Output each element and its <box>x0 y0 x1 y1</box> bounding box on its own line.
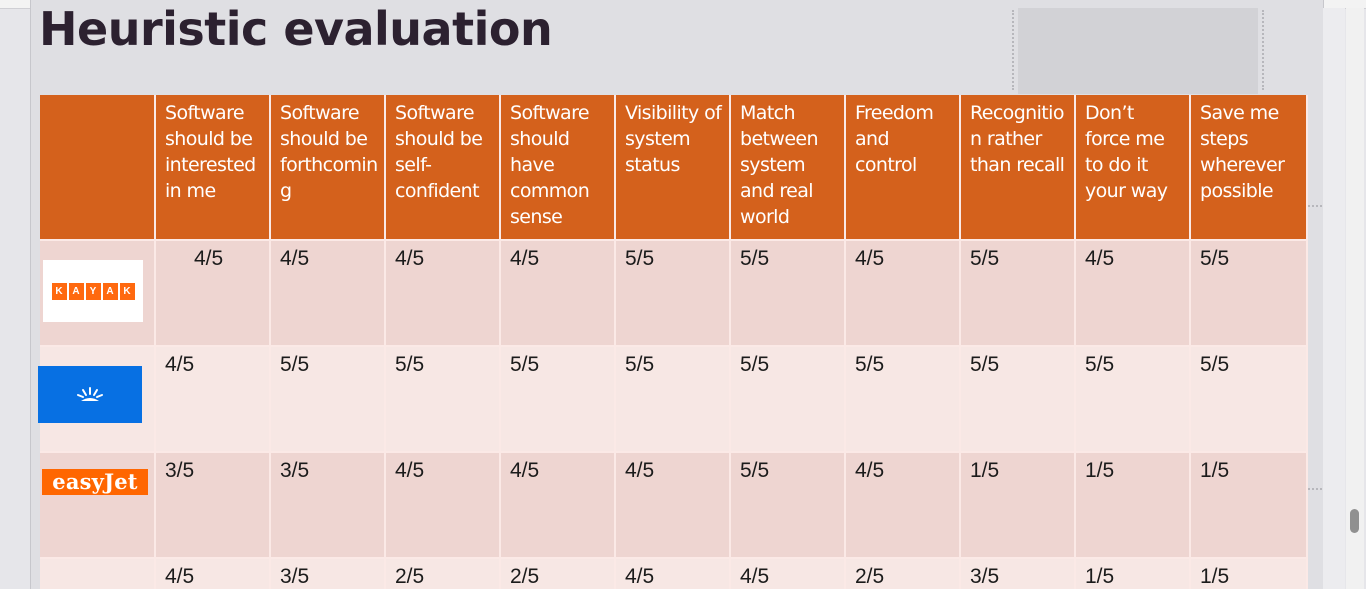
score-cell: 4/5 <box>1074 239 1191 347</box>
score-cell: 1/5 <box>959 451 1076 559</box>
score-cell: 5/5 <box>959 239 1076 347</box>
score-cell: 5/5 <box>1074 345 1191 453</box>
score-cell: 3/5 <box>959 557 1076 589</box>
score-cell: 1/5 <box>1074 557 1191 589</box>
score-cell: 5/5 <box>1189 239 1308 347</box>
table-header-cell: Software should have common sense <box>499 95 616 241</box>
score-cell: 4/5 <box>614 451 731 559</box>
heuristic-evaluation-table: Software should be interested in me Soft… <box>38 95 1308 589</box>
vertical-scrollbar[interactable] <box>1346 8 1364 589</box>
table-row: 4/5 3/5 2/5 2/5 4/5 4/5 2/5 3/5 1/5 1/5 <box>40 557 1308 589</box>
score-cell: 4/5 <box>499 239 616 347</box>
score-cell: 5/5 <box>729 345 846 453</box>
kayak-logo-letter: A <box>102 282 118 300</box>
table-header-cell: Freedom and control <box>844 95 961 241</box>
score-cell: 2/5 <box>499 557 616 589</box>
easyjet-logo: easyJet <box>42 469 148 495</box>
table-row: easyJet 3/5 3/5 4/5 4/5 4/5 5/5 4/5 1/5 … <box>40 451 1308 559</box>
score-cell: 4/5 <box>614 557 731 589</box>
score-cell: 4/5 <box>844 451 961 559</box>
kayak-logo-letter: K <box>119 282 135 300</box>
sunrise-icon <box>77 386 103 401</box>
score-cell: 4/5 <box>384 239 501 347</box>
decorative-dotted-line <box>1305 205 1325 207</box>
canvas-edge <box>1323 8 1345 589</box>
logo-cell: easyJet <box>40 451 156 559</box>
score-cell: 1/5 <box>1189 451 1308 559</box>
score-cell: 4/5 <box>154 345 271 453</box>
score-cell: 5/5 <box>844 345 961 453</box>
score-cell: 4/5 <box>844 239 961 347</box>
scrollbar-thumb[interactable] <box>1350 509 1359 533</box>
score-cell: 5/5 <box>269 345 386 453</box>
score-cell: 5/5 <box>1189 345 1308 453</box>
table-header-corner <box>40 95 156 241</box>
table-header-cell: Software should be self-confident <box>384 95 501 241</box>
skyscanner-logo <box>38 366 142 423</box>
score-cell: 1/5 <box>1189 557 1308 589</box>
table-header-cell: Save me steps wherever possible <box>1189 95 1308 241</box>
score-cell: 3/5 <box>154 451 271 559</box>
decorative-rectangle <box>1018 8 1258 94</box>
decorative-dotted-line <box>1305 488 1325 490</box>
score-cell: 4/5 <box>499 451 616 559</box>
slide-title: Heuristic evaluation <box>39 2 553 56</box>
score-cell: 2/5 <box>384 557 501 589</box>
score-cell: 5/5 <box>959 345 1076 453</box>
score-cell: 5/5 <box>729 239 846 347</box>
score-cell: 2/5 <box>844 557 961 589</box>
table-header-cell: Recognition rather than recall <box>959 95 1076 241</box>
decorative-dotted-line <box>1012 10 1014 90</box>
score-cell: 3/5 <box>269 451 386 559</box>
score-cell: 4/5 <box>729 557 846 589</box>
score-cell: 4/5 <box>269 239 386 347</box>
decorative-dotted-line <box>1262 10 1264 90</box>
score-cell: 4/5 <box>154 239 271 347</box>
score-cell: 5/5 <box>499 345 616 453</box>
table-header-cell: Don’t force me to do it your way <box>1074 95 1191 241</box>
score-cell: 5/5 <box>384 345 501 453</box>
score-cell: 3/5 <box>269 557 386 589</box>
score-cell: 5/5 <box>614 239 731 347</box>
score-cell: 5/5 <box>729 451 846 559</box>
kayak-logo-letter: A <box>68 282 84 300</box>
table-header-cell: Match between system and real world <box>729 95 846 241</box>
score-cell: 5/5 <box>614 345 731 453</box>
table-header-row: Software should be interested in me Soft… <box>40 95 1308 241</box>
kayak-logo-letter: K <box>51 282 67 300</box>
logo-cell <box>40 557 156 589</box>
score-cell: 4/5 <box>154 557 271 589</box>
score-cell: 4/5 <box>384 451 501 559</box>
kayak-logo-letter: Y <box>85 282 101 300</box>
logo-cell <box>38 345 156 453</box>
table-header-cell: Software should be interested in me <box>154 95 271 241</box>
score-cell: 1/5 <box>1074 451 1191 559</box>
table-header-cell: Visibility of system status <box>614 95 731 241</box>
table-header-cell: Software should be forthcoming <box>269 95 386 241</box>
table-row: 4/5 5/5 5/5 5/5 5/5 5/5 5/5 5/5 5/5 5/5 <box>38 345 1308 453</box>
